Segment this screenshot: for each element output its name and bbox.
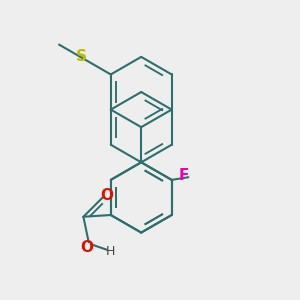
Text: O: O — [80, 240, 93, 255]
Text: H: H — [106, 245, 115, 258]
Text: O: O — [100, 188, 113, 203]
Text: F: F — [179, 168, 189, 183]
Text: S: S — [76, 50, 87, 64]
